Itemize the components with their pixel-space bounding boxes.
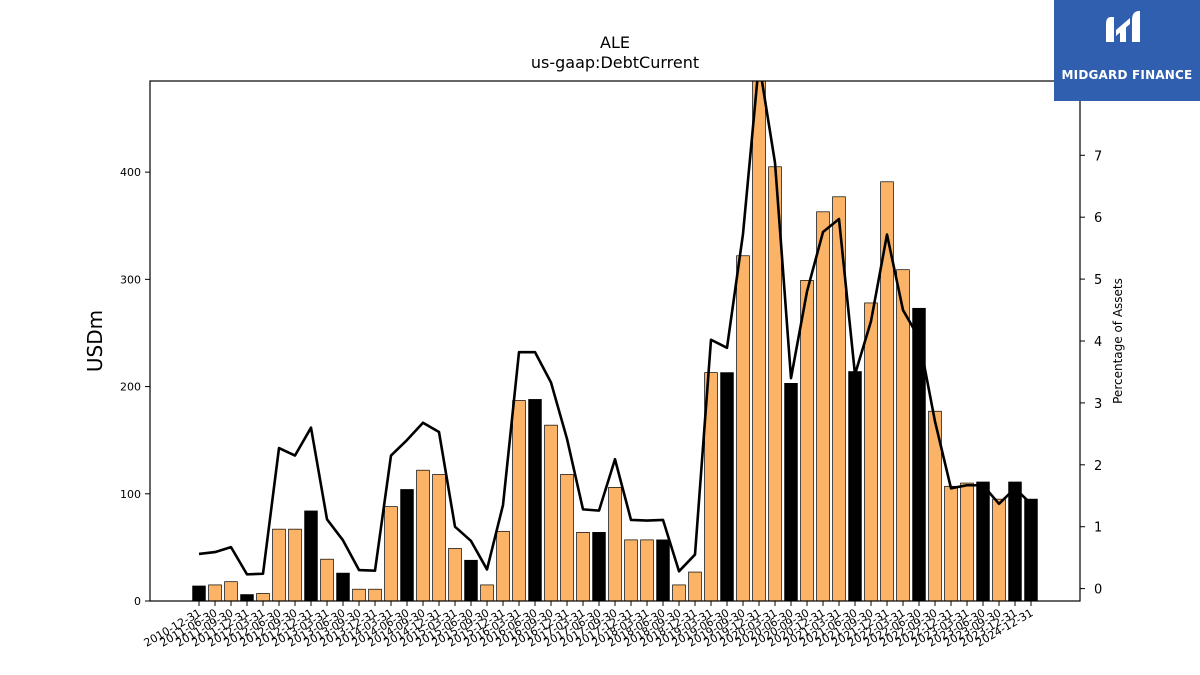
- y2-tick-label: 2: [1094, 459, 1102, 474]
- logo-text: MIDGARD FINANCE: [1061, 68, 1193, 82]
- bar: [784, 383, 798, 601]
- bar: [416, 469, 430, 601]
- bar: [864, 302, 878, 601]
- bar: [352, 588, 366, 601]
- y-tick-label: 100: [120, 488, 141, 501]
- bar: [640, 539, 654, 601]
- bar: [736, 255, 750, 601]
- y-tick-label: 300: [120, 273, 141, 286]
- bar: [304, 510, 318, 601]
- y2-tick-label: 7: [1094, 149, 1102, 164]
- y-tick-label: 200: [120, 381, 141, 394]
- y2-tick-label: 0: [1094, 583, 1102, 598]
- bar: [976, 481, 990, 601]
- bar: [912, 307, 926, 601]
- y2-tick-label: 5: [1094, 273, 1102, 288]
- bar: [480, 584, 494, 601]
- bar: [448, 548, 462, 601]
- y2-axis-label: Percentage of Assets: [1111, 278, 1125, 404]
- bar: [496, 530, 510, 601]
- y2-tick-label: 3: [1094, 397, 1102, 412]
- bar: [432, 474, 446, 601]
- bar: [464, 559, 478, 601]
- bar: [608, 487, 622, 601]
- bar: [576, 532, 590, 601]
- y-tick-label: 0: [134, 595, 141, 608]
- y2-tick-label: 1: [1094, 521, 1102, 536]
- bar: [704, 372, 718, 601]
- y2-axis-ticks: 0 1 2 3 4 5 6 7: [1080, 149, 1102, 598]
- bar: [256, 593, 270, 601]
- bar: [896, 269, 910, 601]
- bar: [192, 585, 206, 601]
- y2-tick-label: 4: [1094, 335, 1102, 350]
- bar: [624, 539, 638, 601]
- percentage-line: [198, 81, 1032, 576]
- bar: [1008, 481, 1022, 601]
- y2-tick-label: 6: [1094, 211, 1102, 226]
- bar: [960, 482, 974, 601]
- bar: [928, 410, 942, 601]
- y-tick-label: 400: [120, 166, 141, 179]
- chart-title: ALE: [600, 33, 630, 52]
- bar: [272, 528, 286, 601]
- bar: [400, 489, 414, 601]
- midgard-logo-icon: [1106, 11, 1140, 42]
- bar: [528, 399, 542, 601]
- bar: [688, 571, 702, 601]
- bar: [848, 371, 862, 601]
- y-axis-ticks: 0 100 200 300 400: [120, 166, 150, 608]
- x-axis-ticks: 2010-12-312011-06-302011-09-302011-12-31…: [142, 601, 1036, 650]
- chart-subtitle: us-gaap:DebtCurrent: [531, 53, 699, 72]
- bar: [208, 584, 222, 601]
- bar: [224, 581, 238, 601]
- bar: [240, 594, 254, 601]
- bar: [512, 400, 526, 601]
- bar: [384, 506, 398, 601]
- bar: [368, 588, 382, 601]
- bar: [656, 539, 670, 601]
- bar: [720, 372, 734, 601]
- bar: [320, 558, 334, 601]
- bar: [992, 498, 1006, 601]
- bar: [592, 532, 606, 601]
- bar: [672, 584, 686, 601]
- bar: [944, 485, 958, 601]
- bar: [288, 528, 302, 601]
- logo: MIDGARD FINANCE: [1054, 0, 1200, 101]
- bar: [336, 572, 350, 601]
- bar: [1024, 498, 1038, 601]
- bar: [800, 280, 814, 601]
- bar-series: [192, 81, 1038, 601]
- bar: [544, 424, 558, 601]
- bar: [816, 211, 830, 601]
- bar: [752, 81, 766, 601]
- bar: [880, 181, 894, 601]
- bar: [560, 474, 574, 601]
- y-axis-label: USDm: [83, 310, 107, 372]
